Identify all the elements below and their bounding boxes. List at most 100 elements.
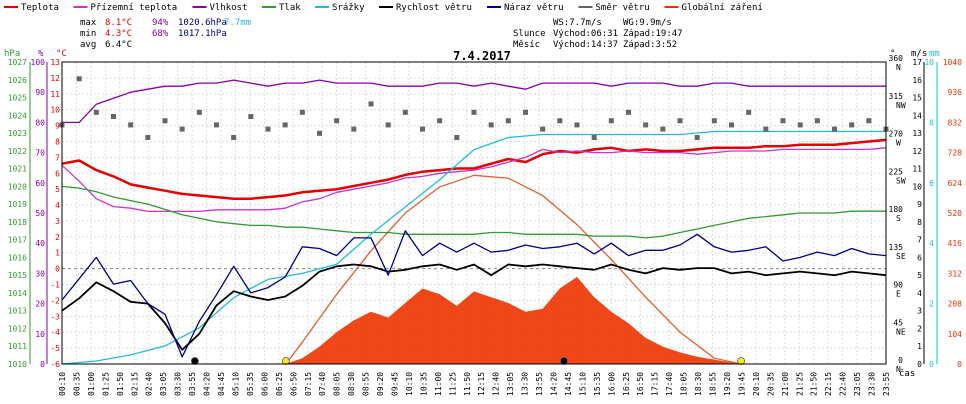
series-point-wind-direction	[677, 118, 683, 124]
y-tick-winddir: 315	[889, 92, 904, 101]
x-tick-label: 03:30	[174, 372, 183, 396]
y-tick-compass: N	[896, 365, 901, 374]
y-tick-windspeed: 9	[917, 200, 922, 209]
series-point-wind-direction	[145, 135, 151, 140]
x-tick-label: 20:35	[766, 372, 775, 396]
y-tick-windspeed: 4	[917, 289, 922, 298]
y-tick-temperature: 9	[55, 122, 60, 131]
x-tick-label: 06:25	[275, 372, 284, 396]
y-tick-humidity: 10	[35, 330, 45, 339]
y-tick-pressure: 1023	[8, 129, 27, 138]
x-tick-label: 20:10	[752, 372, 761, 396]
x-tick-label: 05:35	[246, 372, 255, 396]
x-tick-label: 00:35	[72, 372, 81, 396]
stat-max-hum: 94%	[152, 18, 169, 28]
y-tick-compass: S	[896, 214, 901, 223]
series-line-tlak	[61, 185, 886, 239]
y-tick-pressure: 1022	[8, 147, 27, 156]
y-tick-temperature: -1	[50, 281, 60, 290]
series-line-teplota	[61, 138, 887, 200]
stat-min-hum: 68%	[152, 29, 169, 39]
unit-ms: m/s	[911, 49, 927, 59]
legend-label: Tlak	[279, 3, 301, 13]
stat-max-rain: 7.7mm	[224, 18, 251, 28]
y-tick-windspeed: 15	[912, 94, 922, 103]
y-tick-temperature: 0	[55, 265, 60, 274]
legend-label: Srážky	[332, 3, 365, 13]
series-point-wind-direction	[711, 118, 717, 124]
series-point-wind-direction	[93, 109, 99, 115]
x-tick-label: 08:30	[347, 372, 356, 396]
y-tick-pressure: 1027	[8, 58, 27, 67]
y-tick-windspeed: 1	[917, 342, 922, 351]
series-point-wind-direction	[574, 122, 580, 128]
y-tick-compass: NW	[896, 101, 906, 110]
x-tick-label: 23:30	[868, 372, 877, 396]
series-point-wind-direction	[76, 76, 82, 82]
wind-wg: WG:9.9m/s	[623, 18, 672, 28]
stat-max-label: max	[80, 18, 97, 28]
x-tick-label: 08:55	[362, 372, 371, 396]
series-radiation-area	[285, 276, 749, 364]
y-tick-humidity: 0	[40, 360, 45, 369]
series-point-wind-direction	[420, 126, 425, 132]
y-tick-windspeed: 13	[912, 129, 922, 138]
marker-moonrise	[560, 357, 568, 365]
stats-block: max 8.1°C 94% 1020.6hPa 7.7mm min 4.3°C …	[80, 18, 251, 50]
y-tick-radiation: 832	[948, 118, 963, 127]
series-point-wind-direction	[866, 118, 872, 124]
series-point-wind-direction	[351, 126, 357, 132]
y-tick-windspeed: 7	[917, 236, 922, 245]
x-tick-label: 23:05	[853, 372, 862, 396]
y-tick-temperature: 5	[55, 185, 60, 194]
series-point-wind-direction	[849, 122, 855, 128]
series-point-wind-direction	[317, 130, 322, 136]
x-tick-label: 18:30	[694, 372, 703, 396]
wind-ws: WS:7.7m/s	[553, 18, 602, 28]
y-tick-humidity: 70	[35, 149, 45, 158]
y-tick-radiation: 624	[948, 179, 963, 188]
y-tick-radiation: 312	[948, 269, 963, 278]
y-tick-compass: W	[896, 139, 901, 148]
y-tick-winddir: 180	[889, 205, 904, 214]
series-point-wind-direction	[797, 122, 803, 128]
stat-min-temp: 4.3°C	[105, 29, 132, 39]
legend-label: Vlhkost	[210, 3, 248, 13]
y-tick-rain: 2	[929, 300, 934, 309]
unit-hpa: hPa	[4, 49, 20, 59]
y-tick-radiation: 1040	[943, 58, 962, 67]
y-tick-humidity: 60	[35, 179, 45, 188]
y-tick-temperature: -6	[50, 360, 60, 369]
stat-min-press: 1017.1hPa	[178, 29, 227, 39]
x-tick-label: 15:35	[593, 372, 602, 396]
x-tick-label: 22:15	[824, 372, 833, 396]
series-point-wind-direction	[437, 118, 443, 124]
y-tick-windspeed: 8	[917, 218, 922, 227]
series-point-wind-direction	[660, 126, 666, 132]
y-tick-radiation: 520	[948, 209, 963, 218]
x-tick-label: 19:20	[723, 372, 732, 396]
y-tick-winddir: 270	[889, 130, 904, 139]
x-tick-label: 16:00	[607, 372, 616, 396]
x-tick-label: 10:10	[405, 372, 414, 396]
y-tick-radiation: 208	[948, 300, 963, 309]
series-point-wind-direction	[282, 122, 288, 128]
x-tick-label: 19:45	[737, 372, 746, 396]
series-point-wind-direction	[162, 118, 168, 124]
legend-label: Rychlost větru	[396, 3, 472, 13]
x-tick-label: 04:20	[203, 372, 212, 396]
legend-label: Přízemní teplota	[91, 3, 178, 13]
series-point-wind-direction	[626, 109, 631, 115]
sun-set: Západ:19:47	[623, 29, 683, 39]
series-point-wind-direction	[179, 126, 185, 132]
stat-avg-temp: 6.4°C	[105, 40, 132, 50]
y-tick-temperature: 2	[55, 233, 60, 242]
x-tick-label: 12:40	[492, 372, 501, 396]
x-tick-label: 18:05	[680, 372, 689, 396]
y-tick-windspeed: 10	[912, 182, 922, 191]
y-tick-winddir: 135	[889, 243, 904, 252]
x-tick-label: 11:25	[448, 372, 457, 396]
y-tick-pressure: 1014	[8, 289, 27, 298]
y-tick-rain: 6	[929, 179, 934, 188]
y-tick-winddir: 90	[893, 281, 903, 290]
